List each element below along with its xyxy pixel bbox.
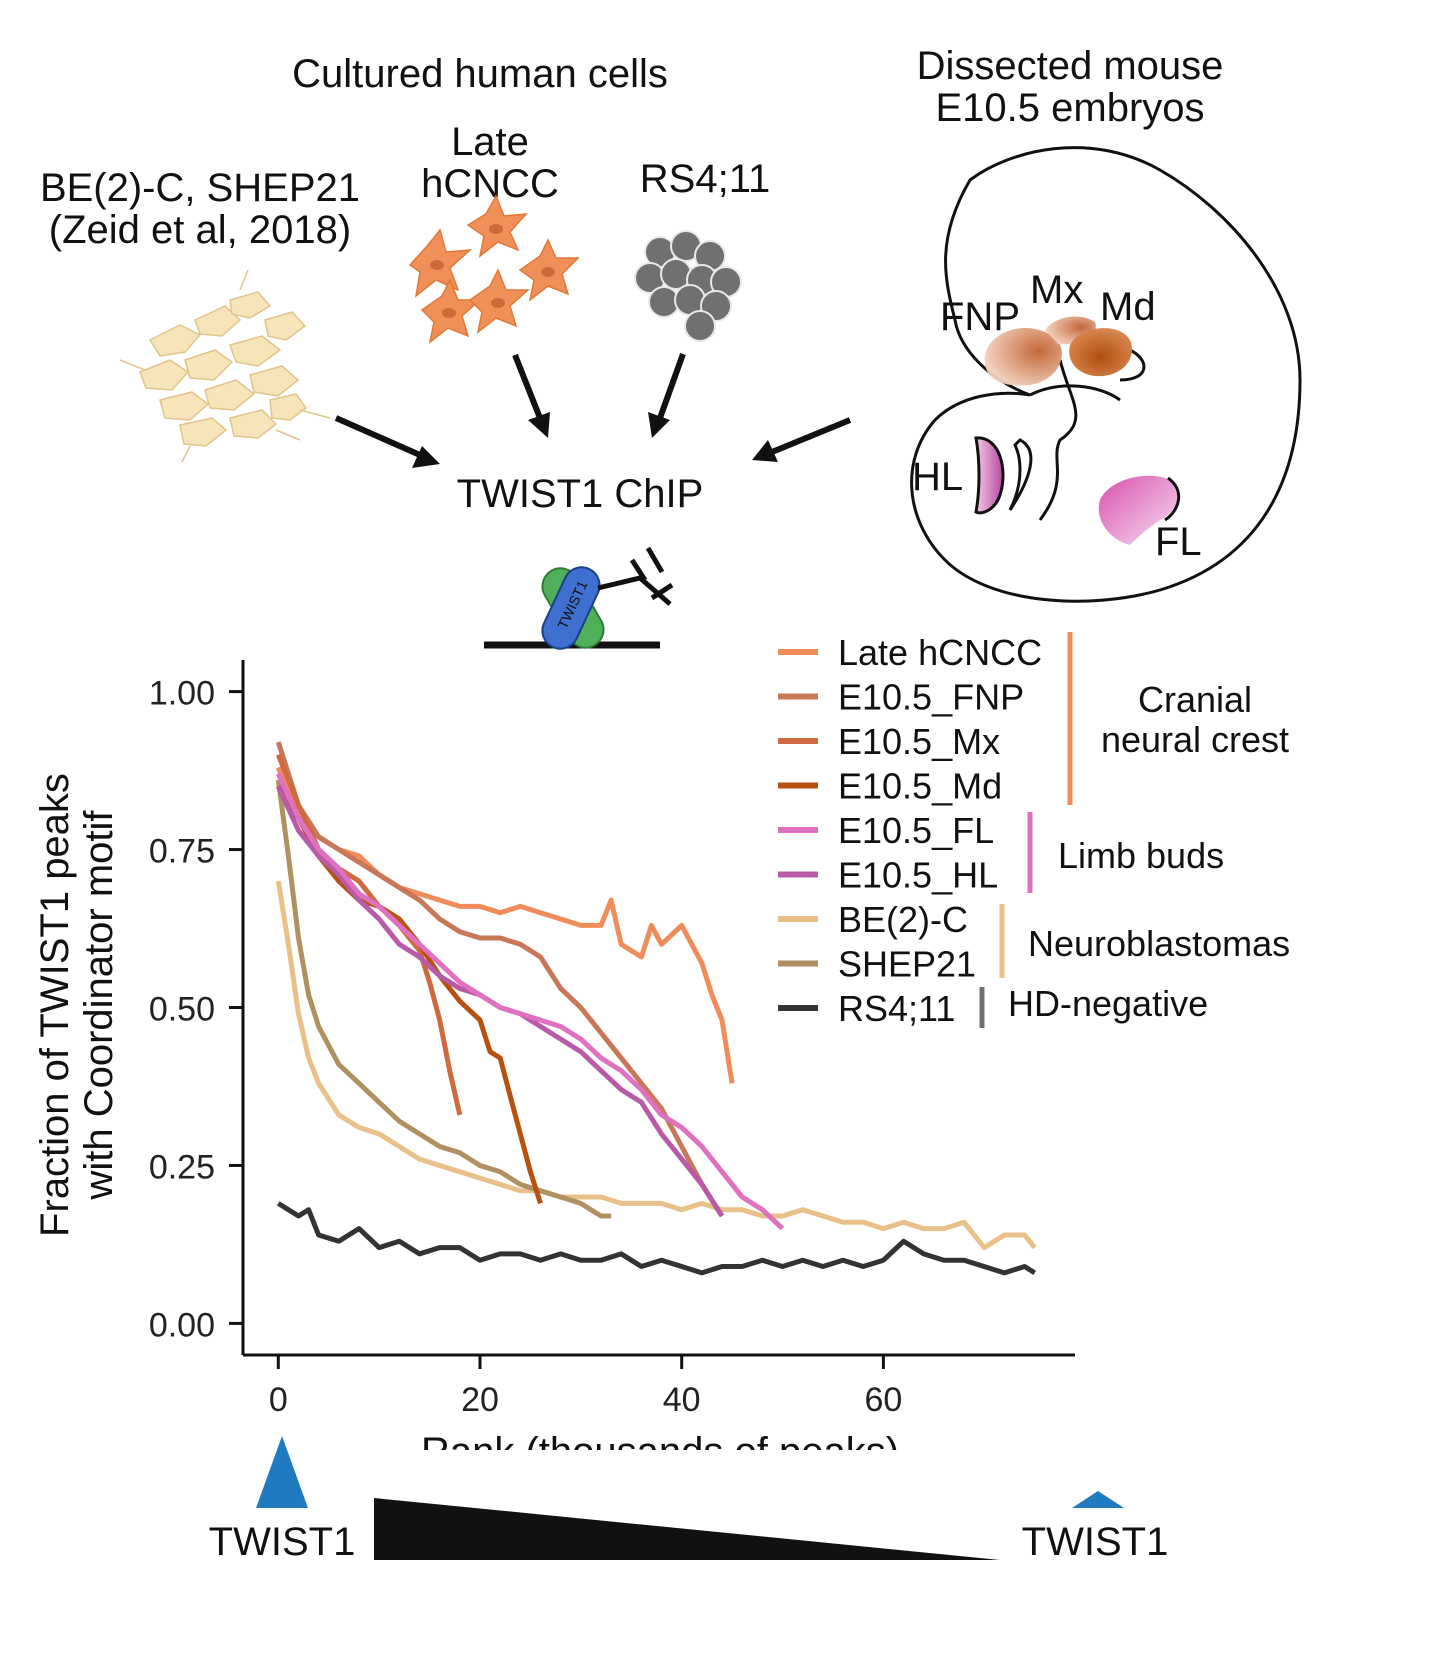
y-tick-label: 0.75 xyxy=(149,833,215,871)
chart-ticks-group: 0.00 0.25 0.50 0.75 1.00 0 20 40 60 xyxy=(149,675,902,1419)
rs4-label: RS4;11 xyxy=(639,157,771,201)
rs4-cells-icon xyxy=(634,230,742,342)
legend-label: E10.5_FNP xyxy=(838,677,1024,718)
late-hcncc-label-line2: hCNCC xyxy=(421,162,559,206)
twist1-high-triangle-icon xyxy=(256,1436,308,1508)
dissected-mouse-title-line2: E10.5 embryos xyxy=(935,86,1205,130)
blue-protein-icon xyxy=(541,566,601,650)
x-tick-label: 0 xyxy=(269,1381,288,1419)
legend-group-label: neural crest xyxy=(1101,719,1289,760)
x-axis-label: Rank (thousands of peaks) xyxy=(421,1430,899,1450)
neuroblastoma-cells-icon xyxy=(119,269,331,463)
legend-label: E10.5_FL xyxy=(838,810,994,851)
legend: Late hCNCCE10.5_FNPE10.5_MxE10.5_MdE10.5… xyxy=(778,632,1042,1029)
twist1-low-label: TWIST1 xyxy=(1021,1520,1169,1564)
embryo-label-md: Md xyxy=(1100,285,1156,329)
fl-region xyxy=(1098,475,1179,545)
twist1-chip-label: TWIST1 ChIP xyxy=(456,472,704,516)
bottom-gradient-graphics xyxy=(256,1436,1124,1560)
embryo-label-fl: FL xyxy=(1155,520,1202,564)
top-diagram-graphics: TWIST1 xyxy=(119,146,1302,650)
y-axis-label-line2: with Coordinator motif xyxy=(77,810,121,1201)
x-tick-label: 60 xyxy=(864,1381,902,1419)
embryo-outline xyxy=(910,146,1302,603)
y-tick-label: 1.00 xyxy=(149,675,215,713)
chart-series-group xyxy=(275,741,1037,1276)
dissected-mouse-title-line1: Dissected mouse xyxy=(916,44,1224,88)
legend-label: E10.5_HL xyxy=(838,855,998,896)
cultured-cells-title: Cultured human cells xyxy=(292,52,668,96)
series-line-e10-5-fnp xyxy=(275,741,725,1218)
legend-label: E10.5_Mx xyxy=(838,721,1000,762)
decreasing-wedge-icon xyxy=(374,1498,1000,1560)
twist1-high-label: TWIST1 xyxy=(208,1520,356,1564)
legend-label: RS4;11 xyxy=(838,988,955,1029)
arrows-to-chip xyxy=(334,352,852,468)
y-axis-label-line1: Fraction of TWIST1 peaks xyxy=(33,773,77,1237)
fnp-region xyxy=(984,327,1062,386)
twist1-protein-icon: TWIST1 xyxy=(484,546,674,650)
series-line-be-2-c xyxy=(275,880,1037,1251)
series-line-rs4-11 xyxy=(276,1201,1037,1276)
x-tick-label: 20 xyxy=(461,1381,499,1419)
be2c-shep21-label: BE(2)-C, SHEP21 xyxy=(39,166,361,210)
x-tick-label: 40 xyxy=(663,1381,701,1419)
late-hcncc-label-line1: Late xyxy=(451,120,529,164)
fl-outline xyxy=(1164,476,1180,522)
legend-label: E10.5_Md xyxy=(838,766,1002,807)
coordinator-motif-chart: 0.00 0.25 0.50 0.75 1.00 0 20 40 60 Rank (thousa… xyxy=(33,632,1290,1450)
legend-group-label: Limb buds xyxy=(1058,835,1224,876)
y-tick-label: 0.50 xyxy=(149,991,215,1029)
legend-group-label: HD-negative xyxy=(1008,983,1208,1024)
twist1-low-triangle-icon xyxy=(1072,1491,1124,1508)
y-tick-label: 0.25 xyxy=(149,1148,215,1186)
series-line-late-hcncc xyxy=(275,766,735,1084)
legend-label: Late hCNCC xyxy=(838,632,1042,673)
embryo-label-fnp: FNP xyxy=(940,295,1020,339)
y-tick-label: 0.00 xyxy=(149,1306,215,1344)
legend-group-label: Neuroblastomas xyxy=(1028,923,1290,964)
legend-group-label: Cranial xyxy=(1138,679,1252,720)
legend-label: SHEP21 xyxy=(838,944,976,985)
legend-label: BE(2)-C xyxy=(838,899,968,940)
md-region xyxy=(1069,328,1132,377)
embryo-label-hl: HL xyxy=(912,455,964,499)
zeid-citation-label: (Zeid et al, 2018) xyxy=(48,208,352,252)
series-line-e10-5-fl xyxy=(276,772,785,1231)
hcncc-cells-icon xyxy=(408,194,580,344)
embryo-label-mx: Mx xyxy=(1030,268,1084,312)
hl-region xyxy=(974,436,1005,515)
series-line-shep21 xyxy=(275,779,612,1219)
series-line-e10-5-mx xyxy=(275,753,463,1116)
